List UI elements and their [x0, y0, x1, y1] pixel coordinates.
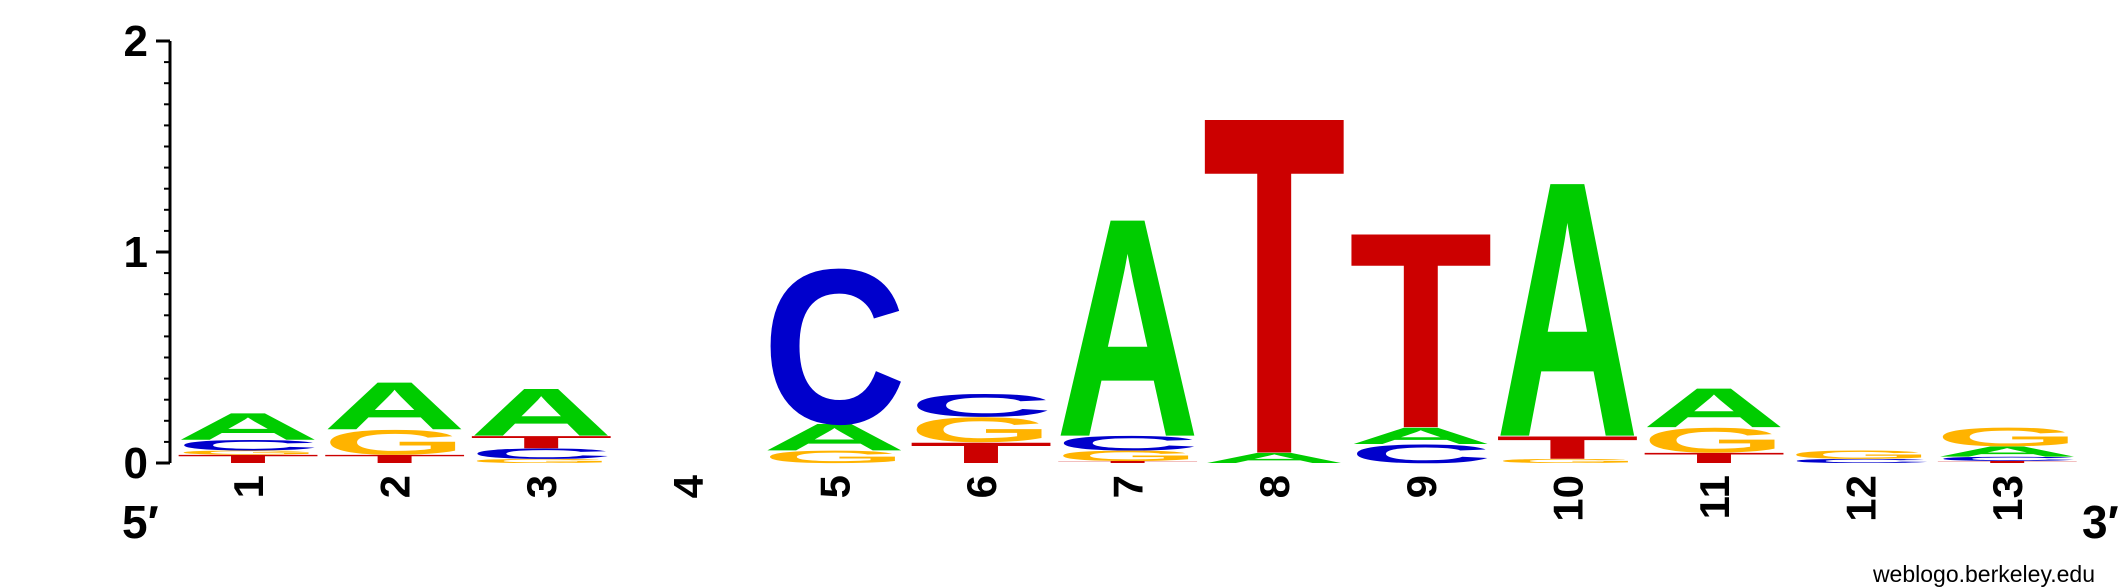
- x-tick-labels: 1 2 3 4 5 6 7 8 9 10 11 12 13: [225, 474, 2031, 521]
- letter-A-pos-8: A: [1202, 450, 1346, 466]
- letter-G-pos-5: G: [762, 447, 906, 467]
- y-tick-label: 2: [124, 17, 148, 66]
- x-tick-label: 13: [1984, 475, 2031, 522]
- letter-T-pos-3: T: [469, 432, 613, 452]
- x-tick-label: 5: [811, 475, 858, 498]
- x-tick-label: 8: [1251, 475, 1298, 498]
- letter-T-pos-7: T: [1056, 460, 1200, 463]
- letter-C-pos-9: C: [1349, 439, 1493, 469]
- letter-T-pos-1: T: [176, 452, 320, 465]
- letter-C-pos-6: C: [909, 388, 1053, 424]
- three-prime-label: 3′: [2082, 496, 2119, 548]
- x-tick-label: 7: [1105, 475, 1152, 498]
- letter-A-pos-2: A: [323, 368, 467, 444]
- letter-T-pos-2: T: [323, 452, 467, 465]
- five-prime-label: 5′: [122, 496, 159, 548]
- letter-G-pos-6: G: [909, 410, 1053, 450]
- letter-A-pos-7: A: [1056, 153, 1200, 502]
- x-tick-label: 1: [225, 475, 272, 498]
- letter-C-pos-5: C: [762, 222, 906, 470]
- letter-T-pos-11: T: [1642, 450, 1786, 466]
- letter-G-pos-12: G: [1789, 448, 1933, 461]
- letter-T-pos-13: T: [1935, 460, 2079, 463]
- y-tick-label: 0: [124, 439, 148, 488]
- letter-G-pos-3: G: [469, 458, 613, 465]
- letter-G-pos-1: G: [176, 449, 320, 456]
- letter-G-pos-7: G: [1056, 448, 1200, 464]
- x-tick-label: 12: [1838, 475, 1885, 522]
- x-tick-label: 2: [372, 475, 419, 498]
- letter-G-pos-11: G: [1642, 421, 1786, 461]
- x-tick-label: 10: [1544, 475, 1591, 522]
- letter-T-pos-10: T: [1495, 429, 1639, 465]
- letter-G-pos-10: G: [1495, 458, 1639, 465]
- x-tick-label: 4: [665, 474, 712, 498]
- y-tick-label: 1: [124, 228, 148, 277]
- letter-T-pos-8: T: [1202, 15, 1346, 555]
- letter-A-pos-1: A: [176, 405, 320, 448]
- letter-C-pos-1: C: [176, 437, 320, 453]
- x-tick-label: 11: [1691, 475, 1738, 519]
- letter-A-pos-10: A: [1495, 107, 1639, 514]
- letter-C-pos-7: C: [1056, 432, 1200, 455]
- letter-A-pos-13: A: [1935, 443, 2079, 459]
- letter-A-pos-11: A: [1642, 377, 1786, 440]
- x-tick-label: 9: [1398, 475, 1445, 498]
- letter-G-pos-2: G: [323, 423, 467, 463]
- letter-T-pos-6: T: [909, 436, 1053, 469]
- letter-C-pos-3: C: [469, 445, 613, 461]
- letter-C-pos-13: C: [1935, 456, 2079, 463]
- letter-T-pos-9: T: [1349, 174, 1493, 487]
- letter-A-pos-9: A: [1349, 423, 1493, 449]
- y-axis: 0 1 2: [124, 17, 172, 488]
- x-tick-label: 3: [518, 475, 565, 498]
- x-tick-label: 6: [958, 475, 1005, 498]
- letter-C-pos-12: C: [1789, 458, 1933, 465]
- weblogo-credit: weblogo.berkeley.edu: [1872, 561, 2095, 587]
- letter-G-pos-13: G: [1935, 422, 2079, 452]
- letter-A-pos-5: A: [762, 416, 906, 459]
- letter-A-pos-3: A: [469, 374, 613, 450]
